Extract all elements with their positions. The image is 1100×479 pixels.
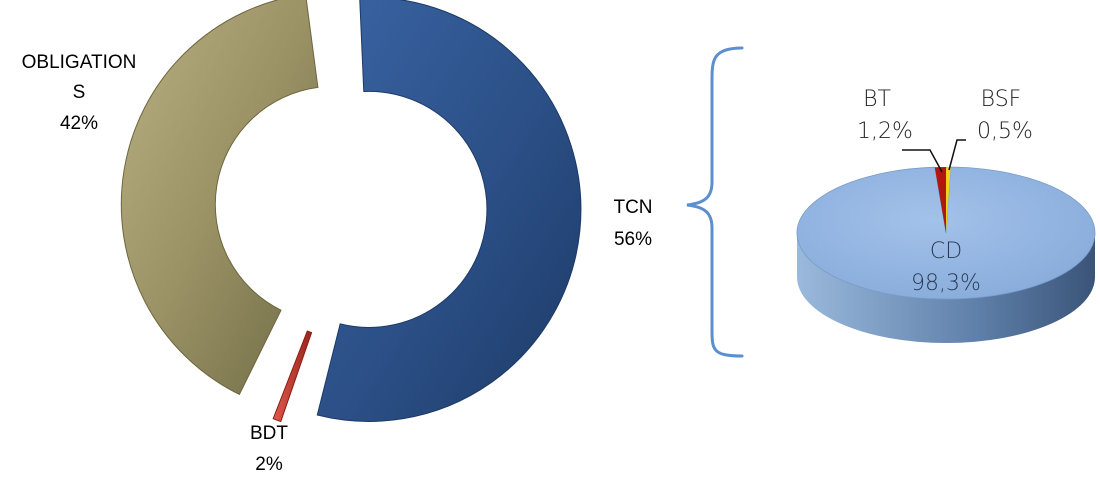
label-tcn-name: TCN: [613, 197, 652, 218]
pie-chart-3d: [796, 166, 1096, 343]
label-bsf-value: 0,5%: [977, 119, 1033, 144]
pie-slice-bsf: [946, 167, 951, 233]
label-obligations-value: 42%: [60, 113, 98, 134]
leader-line-bsf: [948, 139, 966, 171]
pie-slice-cd: [796, 166, 1096, 300]
donut-segment-obligations: [120, 0, 319, 396]
label-tcn-value: 56%: [614, 229, 652, 250]
donut-segment-tcn: [316, 0, 582, 422]
label-bdt-name: BDT: [250, 423, 288, 444]
donut-segment-bdt: [272, 330, 313, 423]
pie-side-wall: [797, 233, 1095, 343]
label-obligations-line2: S: [73, 82, 86, 103]
label-bdt-value: 2%: [255, 454, 283, 475]
donut-chart: [120, 0, 582, 423]
label-cd-value: 98,3%: [911, 271, 981, 296]
label-bsf-name: BSF: [981, 87, 1022, 112]
label-bt-value: 1,2%: [857, 119, 913, 144]
label-obligations-line1: OBLIGATION: [22, 52, 137, 73]
pie-slice-bt: [934, 167, 946, 233]
label-bt-name: BT: [863, 87, 891, 112]
label-cd-name: CD: [930, 239, 962, 264]
leader-line-bt: [902, 149, 943, 173]
curly-brace: [686, 46, 744, 358]
